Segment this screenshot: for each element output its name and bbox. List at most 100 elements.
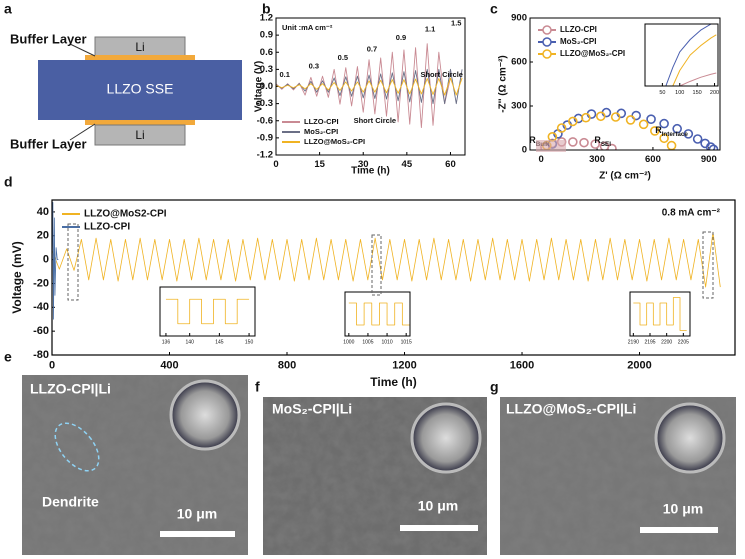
point — [568, 116, 578, 127]
x-tick-label: 50 — [659, 90, 665, 96]
x-tick-label: 0 — [49, 360, 55, 372]
x-tick-label: 600 — [645, 154, 661, 165]
y-tick-label: -1.2 — [257, 150, 273, 161]
panel-label: e — [4, 349, 12, 365]
photo-inset — [654, 402, 726, 474]
plot-area — [345, 292, 410, 336]
series-group — [276, 43, 463, 129]
li-electrode — [94, 124, 186, 146]
x-tick-label: 1010 — [381, 339, 392, 345]
series-group — [165, 298, 250, 325]
series-group — [52, 201, 721, 320]
zoom-marker — [371, 234, 382, 296]
point — [705, 142, 716, 150]
legend-label: LLZO@MoS₂-CPI — [560, 49, 625, 58]
y-tick-label: -80 — [33, 349, 49, 361]
scale-bar — [400, 525, 478, 531]
point — [650, 126, 660, 136]
annotation: 0.1 — [280, 70, 290, 79]
scale-label: 10 μm — [663, 501, 703, 517]
plot: 1000 1005 1010 1015 — [343, 291, 412, 345]
note: Unit :mA cm⁻² — [282, 23, 333, 32]
annotation-text: 1.5 — [451, 19, 461, 28]
panel-label: a — [4, 1, 12, 17]
annotation: 0.7 — [367, 44, 377, 53]
point — [556, 123, 567, 133]
photo-inset — [169, 379, 241, 451]
plot-area — [160, 287, 255, 336]
series-line — [52, 231, 721, 288]
series-group — [348, 302, 410, 326]
x-tick-label: 30 — [358, 159, 369, 170]
x-axis-label: Time (h) — [370, 375, 416, 389]
series-line — [165, 298, 250, 325]
x-tick-label: 2205 — [678, 339, 689, 345]
series-line — [52, 201, 59, 320]
x-tick-label: 136 — [162, 339, 171, 345]
x-tick-label: 1000 — [343, 339, 354, 345]
point — [708, 144, 719, 150]
annotation-text: R — [655, 125, 662, 135]
annotation: 1.1 — [425, 24, 435, 33]
x-tick-label: 1015 — [401, 339, 412, 345]
y-tick-label: -0.9 — [257, 132, 273, 143]
series-line — [276, 43, 451, 129]
plot-frame — [629, 291, 691, 337]
buffer-layer — [85, 55, 195, 60]
plot: 2190 2195 2200 2205 — [628, 291, 691, 345]
plot: 0 300 600 900 0 300 600 900 LLZO-CPI MoS₂-CPI LLZO… — [498, 13, 721, 182]
x-tick-label: 1005 — [362, 339, 373, 345]
legend-label: LLZO-CPI — [560, 25, 597, 34]
plot: 0 15 30 45 60 1.2 0.9 0.6 0.3 0.0 -0.3 -0.6 -0.9 -1.2… — [254, 13, 466, 177]
zoom-marker — [67, 223, 79, 301]
annotation-text: Short Circle — [354, 116, 397, 125]
annotation-text: Short Circle — [420, 70, 463, 79]
y-axis-label: Voltage (mV) — [10, 241, 24, 313]
series-line — [679, 72, 717, 86]
point — [568, 137, 578, 147]
x-tick-label: 1600 — [510, 360, 534, 372]
x-tick-label: 2000 — [627, 360, 651, 372]
y-tick-label: -60 — [33, 325, 49, 337]
pointer — [69, 123, 96, 141]
x-tick-label: 145 — [215, 339, 224, 345]
annotation-text: 0.3 — [309, 62, 319, 71]
zoom-marker — [536, 140, 566, 152]
plot: 50 100 150 200 — [644, 23, 719, 96]
dendrite-marker — [54, 422, 100, 472]
y-tick-label: 0.0 — [260, 81, 273, 92]
point — [607, 143, 617, 150]
y-tick-label: 40 — [37, 206, 49, 218]
y-tick-label: 0 — [43, 254, 49, 266]
annotation-text: R — [529, 136, 536, 146]
label: Li — [135, 40, 144, 54]
point — [579, 137, 589, 148]
x-tick-label: 60 — [445, 159, 456, 170]
point — [659, 118, 669, 129]
x-tick-label: 900 — [701, 154, 717, 165]
annotation-text: 0.5 — [338, 53, 348, 62]
panel-label: f — [255, 379, 260, 395]
x-tick-label: 0 — [273, 159, 278, 170]
x-tick-label: 2190 — [628, 339, 639, 345]
series-line — [276, 68, 463, 105]
series-line — [348, 302, 410, 326]
plot-frame — [275, 17, 466, 156]
sem-image: LLZO-CPI|Li Dendrite 10 μm — [22, 375, 248, 555]
y-tick-label: 900 — [511, 13, 527, 24]
annotation-text: 1.1 — [425, 24, 435, 33]
point — [595, 111, 606, 122]
point — [610, 112, 621, 122]
x-tick-label: 1200 — [392, 360, 416, 372]
y-tick-label: 1.2 — [260, 13, 273, 24]
legend-label: LLZO-CPI — [84, 222, 130, 233]
legend-marker — [542, 25, 552, 35]
buffer-layer — [85, 120, 195, 125]
electrolyte — [38, 60, 242, 120]
series-line — [665, 24, 712, 86]
image-label: LLZO@MoS₂-CPI|Li — [506, 401, 636, 417]
annotation-sub: SEI — [601, 141, 611, 148]
x-axis-label: Time (h) — [351, 166, 390, 177]
y-tick-label: -40 — [33, 301, 49, 313]
series-line — [276, 77, 463, 96]
